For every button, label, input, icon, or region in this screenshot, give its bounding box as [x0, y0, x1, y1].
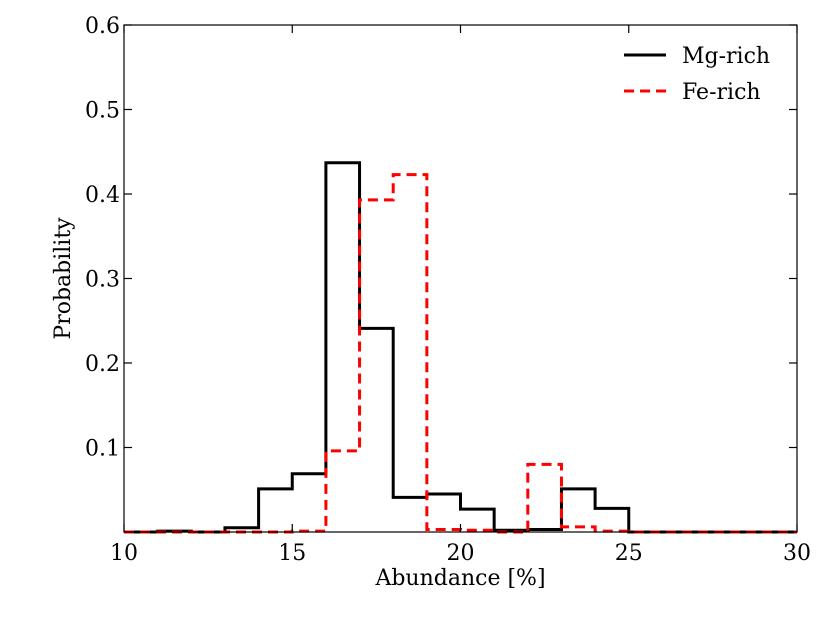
x-axis-label: Abundance [%]	[374, 566, 545, 591]
y-axis-label: Probability	[51, 217, 76, 340]
legend-label: Fe-rich	[682, 80, 761, 105]
x-tick-label: 25	[615, 541, 643, 566]
series-fe-rich-line	[124, 173, 797, 534]
x-tick-label: 15	[278, 541, 306, 566]
y-tick-label: 0.3	[85, 268, 120, 293]
y-tick-label: 0.4	[85, 183, 120, 208]
plot-area	[124, 161, 797, 534]
series-mg-rich-line	[124, 161, 797, 534]
legend-label: Mg-rich	[682, 44, 770, 69]
x-tick-label: 20	[447, 541, 475, 566]
axis-ticks: 10 15 20 25 30 0.1 0.2 0.3 0.4 0.5 0.6	[85, 14, 811, 566]
y-tick-label: 0.6	[85, 14, 120, 39]
x-tick-label: 10	[110, 541, 138, 566]
y-tick-label: 0.2	[85, 352, 120, 377]
x-tick-label: 30	[783, 541, 811, 566]
legend: Mg-rich Fe-rich	[624, 44, 770, 105]
y-tick-label: 0.5	[85, 99, 120, 124]
y-tick-label: 0.1	[85, 437, 120, 462]
